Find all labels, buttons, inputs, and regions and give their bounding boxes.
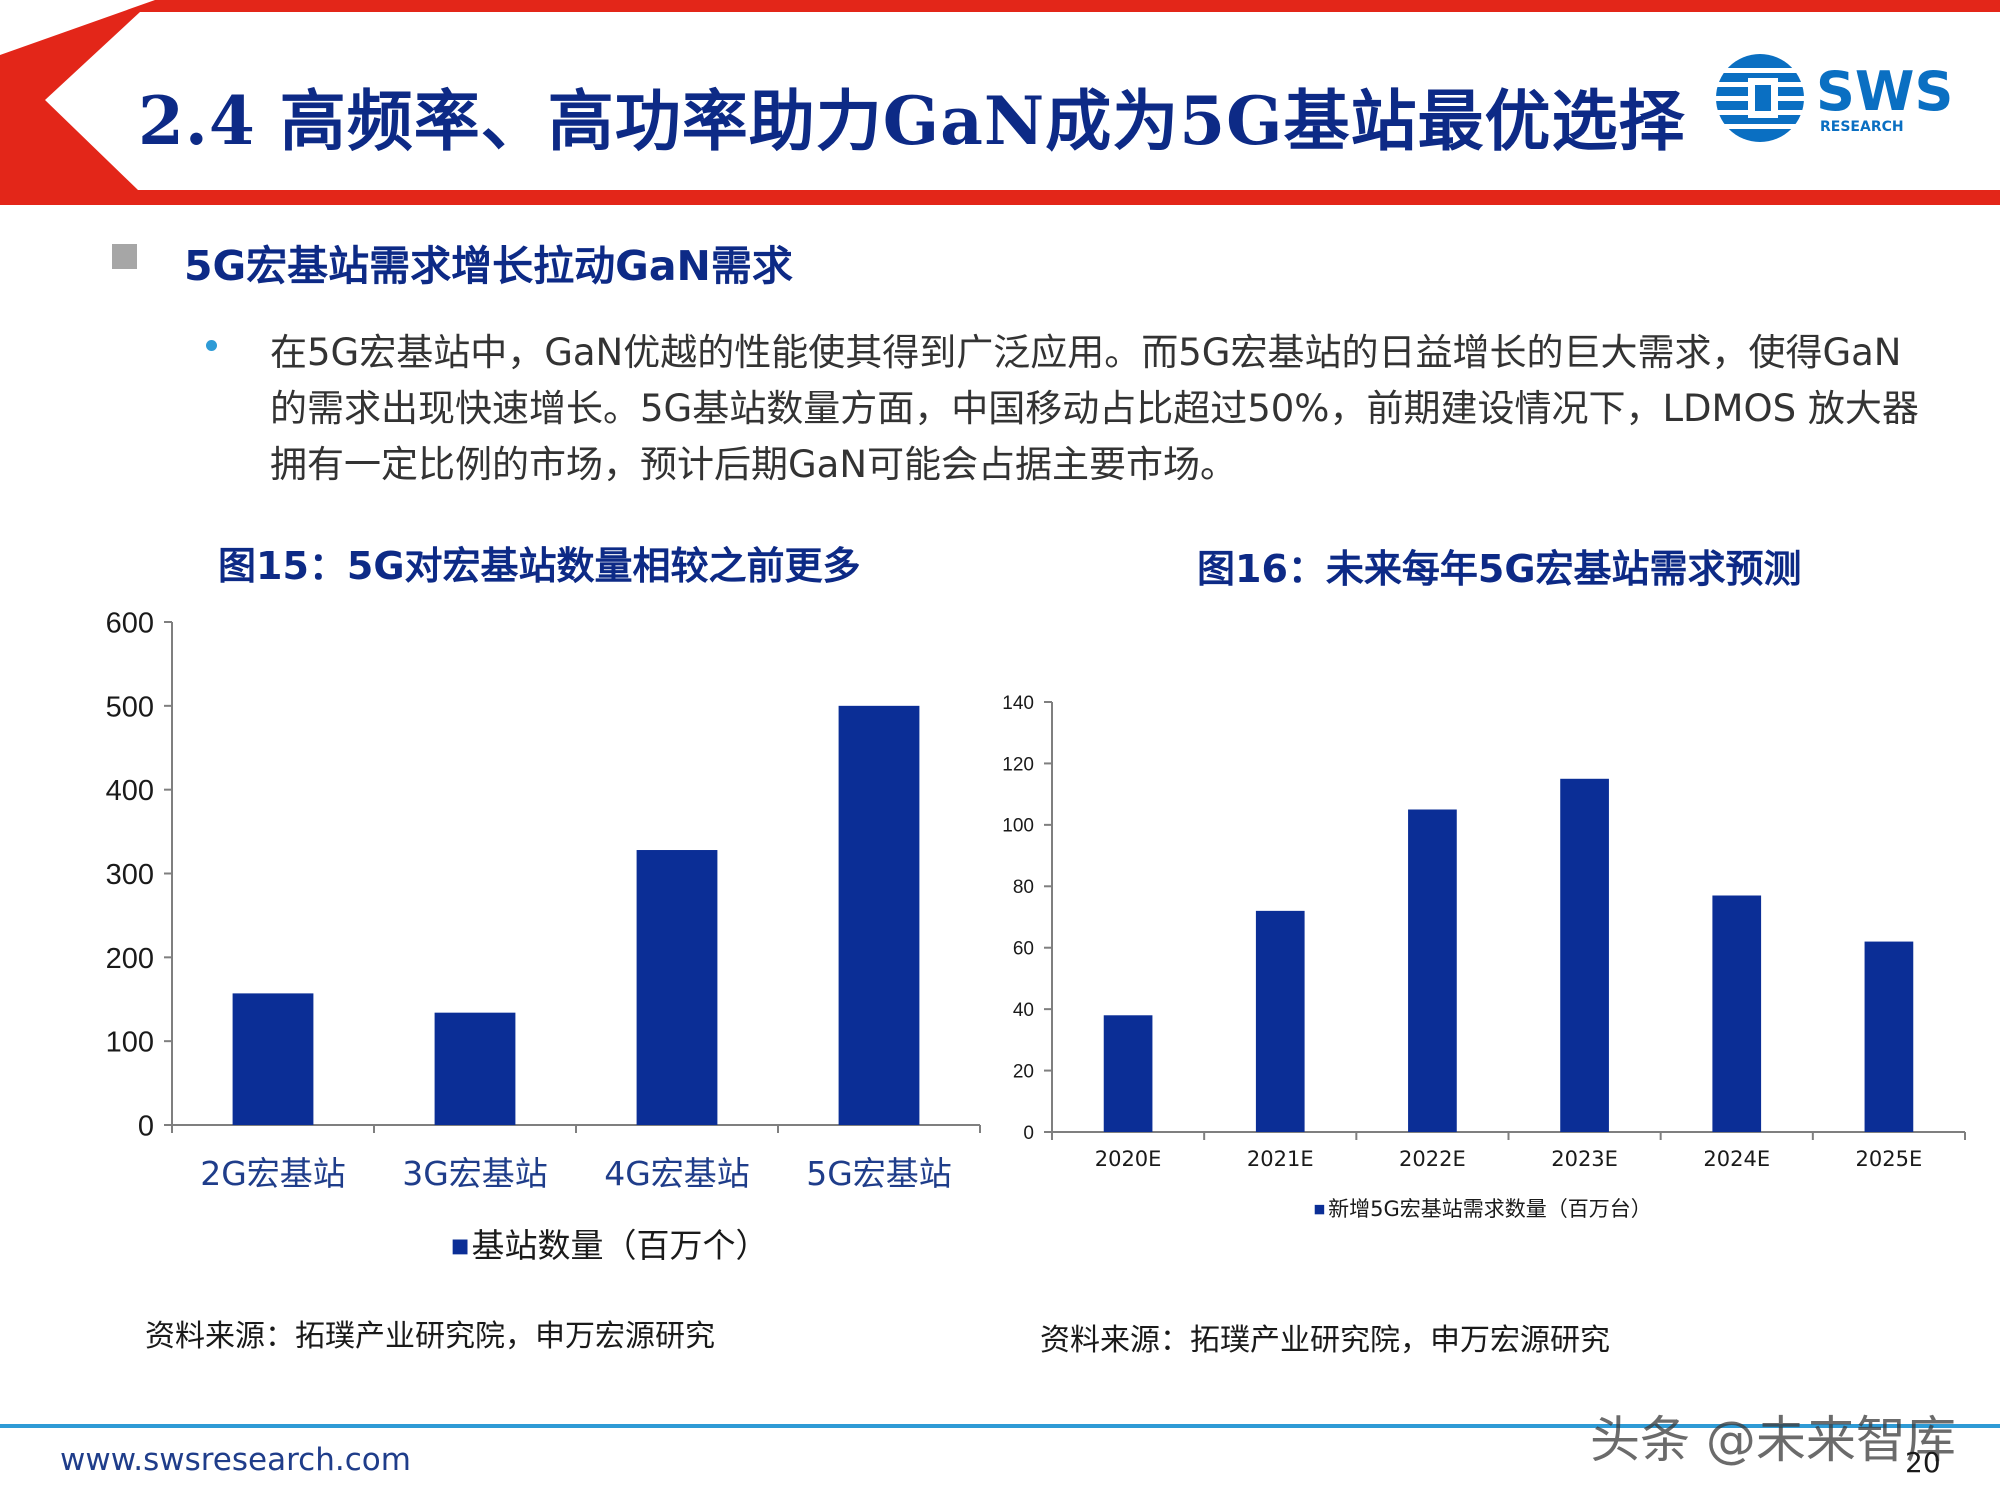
y-tick-label: 140	[1002, 693, 1034, 714]
logo-text: SWS	[1816, 60, 1953, 123]
y-tick-label: 40	[1013, 1000, 1034, 1021]
bar	[434, 1012, 516, 1125]
y-tick-label: 120	[1002, 754, 1034, 775]
y-tick-label: 200	[106, 943, 154, 975]
source-note-1: 资料来源：拓璞产业研究院，申万宏源研究	[145, 1319, 715, 1354]
y-tick-label: 600	[106, 607, 154, 639]
x-tick-label: 2022E	[1399, 1147, 1466, 1171]
legend-label: 基站数量（百万个）	[472, 1226, 769, 1265]
x-tick-label: 2021E	[1247, 1147, 1314, 1171]
legend-label: 新增5G宏基站需求数量（百万台）	[1328, 1197, 1652, 1221]
y-tick-label: 100	[1002, 816, 1034, 837]
bar	[1255, 910, 1305, 1132]
bar	[838, 705, 920, 1125]
sws-logo: SWS RESEARCH	[1716, 54, 1953, 142]
chart-base-station-count: 0 100 200 300 400 500 600 2G宏基站 3G宏基站 4G宏基站 5G宏基站基…	[106, 607, 981, 1265]
x-tick-label: 2023E	[1551, 1147, 1618, 1171]
x-tick-label: 2025E	[1856, 1147, 1923, 1171]
bar	[1560, 778, 1609, 1132]
y-tick-label: 0	[138, 1110, 154, 1142]
bar	[1408, 809, 1457, 1132]
body-paragraph: 在5G宏基站中，GaN优越的性能使其得到广泛应用。而5G宏基站的日益增长的巨大需…	[270, 331, 1919, 486]
y-tick-label: 300	[106, 859, 154, 891]
figure-16-title: 图16：未来每年5G宏基站需求预测	[1197, 547, 1802, 591]
x-tick-label: 5G宏基站	[806, 1154, 952, 1193]
figure-15-title: 图15：5G对宏基站数量相较之前更多	[218, 544, 861, 588]
y-tick-label: 400	[106, 775, 154, 807]
source-note-2: 资料来源：拓璞产业研究院，申万宏源研究	[1040, 1323, 1610, 1358]
bar	[636, 850, 718, 1125]
legend: 基站数量（百万个）	[452, 1226, 769, 1265]
bullet-dot-icon	[206, 340, 217, 351]
x-tick-label: 4G宏基站	[604, 1154, 750, 1193]
watermark: 头条 @未来智库	[1590, 1411, 1956, 1469]
y-tick-label: 20	[1013, 1061, 1034, 1082]
legend: 新增5G宏基站需求数量（百万台）	[1314, 1197, 1652, 1221]
y-tick-label: 60	[1013, 939, 1034, 960]
logo-subtext: RESEARCH	[1820, 119, 1904, 135]
legend-swatch	[452, 1239, 468, 1255]
footer-divider	[0, 1424, 2000, 1428]
section-heading: 5G宏基站需求增长拉动GaN需求	[184, 242, 793, 290]
bar	[1712, 895, 1762, 1132]
bar	[232, 993, 314, 1125]
footer-url[interactable]: www.swsresearch.com	[60, 1442, 411, 1478]
bar	[1103, 1015, 1153, 1132]
legend-swatch	[1314, 1204, 1325, 1215]
page-number: 20	[1905, 1446, 1941, 1479]
section-bullet-icon	[112, 244, 137, 269]
x-tick-label: 3G宏基站	[402, 1154, 548, 1193]
header-band	[0, 0, 2000, 205]
bar	[1864, 941, 1914, 1132]
slide-title: 2.4 高频率、高功率助力GaN成为5G基站最优选择	[138, 82, 1686, 160]
y-tick-label: 80	[1013, 877, 1034, 898]
y-tick-label: 100	[106, 1027, 154, 1059]
logo-emblem-icon	[1716, 54, 1804, 142]
y-tick-label: 500	[106, 691, 154, 723]
chart-5g-demand-forecast: 0 20 40 60 80 100 120 140 2020E 2021E 2022E 2023E 20…	[1002, 693, 1966, 1221]
x-tick-label: 2020E	[1095, 1147, 1162, 1171]
x-tick-label: 2G宏基站	[200, 1154, 346, 1193]
x-tick-label: 2024E	[1703, 1147, 1770, 1171]
y-tick-label: 0	[1023, 1123, 1034, 1144]
